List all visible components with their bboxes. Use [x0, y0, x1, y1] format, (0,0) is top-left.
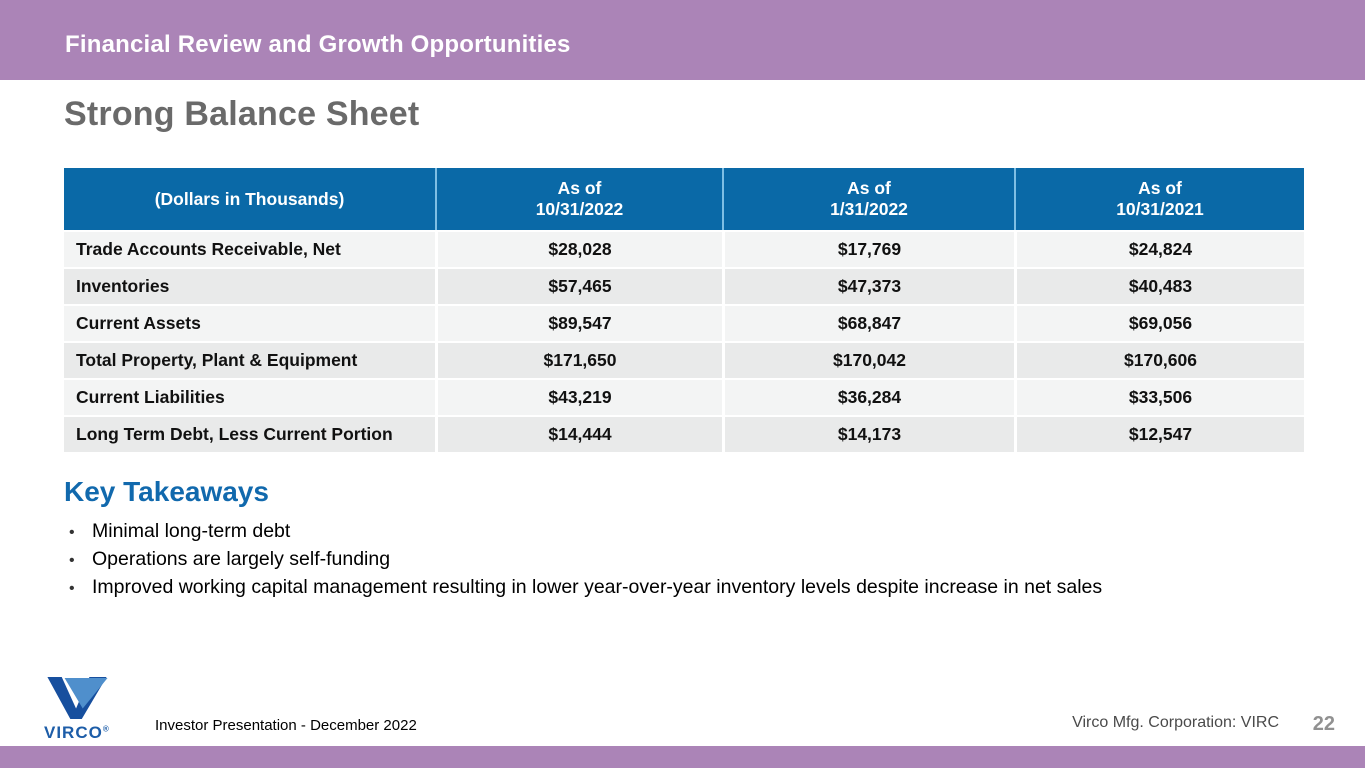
row-value: $17,769: [722, 232, 1014, 267]
row-label: Trade Accounts Receivable, Net: [76, 239, 341, 259]
bullet-text: Operations are largely self-funding: [92, 548, 391, 570]
table-row: Long Term Debt, Less Current Portion $14…: [64, 417, 1304, 452]
bullet-icon: •: [69, 524, 75, 541]
row-value: $33,506: [1014, 380, 1304, 415]
row-value: $68,847: [722, 306, 1014, 341]
virco-logo-wordmark: VIRCO®: [44, 723, 109, 742]
list-item: • Operations are largely self-funding: [64, 546, 1314, 574]
table-header-row: (Dollars in Thousands) As of 10/31/2022 …: [64, 168, 1304, 230]
row-label: Current Liabilities: [76, 387, 225, 407]
row-value: $12,547: [1014, 417, 1304, 452]
as-of-label: As of: [1138, 178, 1182, 198]
row-value: $24,824: [1014, 232, 1304, 267]
row-value: $43,219: [435, 380, 722, 415]
as-of-date: 10/31/2022: [535, 199, 624, 219]
table-row: Current Assets $89,547 $68,847 $69,056: [64, 306, 1304, 341]
as-of-label: As of: [557, 178, 602, 198]
section-title: Financial Review and Growth Opportunitie…: [65, 31, 571, 58]
row-value: $170,606: [1014, 343, 1304, 378]
table-header-col-2: As of 1/31/2022: [722, 168, 1014, 230]
row-value: $171,650: [435, 343, 722, 378]
row-value: $36,284: [722, 380, 1014, 415]
table-header-col-3: As of 10/31/2021: [1014, 168, 1304, 230]
footer-band: [0, 746, 1365, 768]
row-value: $57,465: [435, 269, 722, 304]
as-of-date: 10/31/2021: [1116, 199, 1204, 219]
key-takeaways-section: Key Takeaways • Minimal long-term debt •…: [64, 476, 1314, 602]
row-value: $40,483: [1014, 269, 1304, 304]
bullet-text: Minimal long-term debt: [92, 520, 291, 542]
balance-sheet-table: (Dollars in Thousands) As of 10/31/2022 …: [64, 168, 1304, 452]
row-value: $170,042: [722, 343, 1014, 378]
table-row: Inventories $57,465 $47,373 $40,483: [64, 269, 1304, 304]
footer-company-ticker: Virco Mfg. Corporation: VIRC: [1072, 714, 1279, 731]
as-of-label: As of: [847, 178, 891, 198]
table-header-col-1: As of 10/31/2022: [435, 168, 722, 230]
page-number: 22: [1312, 713, 1335, 735]
row-value: $89,547: [435, 306, 722, 341]
table-row: Current Liabilities $43,219 $36,284 $33,…: [64, 380, 1304, 415]
virco-logo: VIRCO®: [44, 677, 116, 743]
virco-logo-icon: [47, 677, 108, 719]
key-takeaways-heading: Key Takeaways: [64, 476, 269, 507]
row-label: Total Property, Plant & Equipment: [76, 350, 358, 370]
list-item: • Improved working capital management re…: [64, 574, 1314, 602]
page-title: Strong Balance Sheet: [64, 95, 420, 133]
table-header-units: (Dollars in Thousands): [154, 188, 345, 209]
bullet-icon: •: [69, 552, 75, 569]
row-value: $69,056: [1014, 306, 1304, 341]
row-value: $14,173: [722, 417, 1014, 452]
list-item: • Minimal long-term debt: [64, 518, 1314, 546]
row-value: $14,444: [435, 417, 722, 452]
registered-mark: ®: [102, 724, 109, 734]
row-label: Inventories: [76, 276, 170, 296]
header-band: Financial Review and Growth Opportunitie…: [0, 0, 1365, 80]
bullet-icon: •: [69, 580, 75, 597]
row-label: Current Assets: [76, 313, 201, 333]
footer-presentation-label: Investor Presentation - December 2022: [155, 717, 417, 734]
as-of-date: 1/31/2022: [830, 199, 908, 219]
table-row: Total Property, Plant & Equipment $171,6…: [64, 343, 1304, 378]
table-row: Trade Accounts Receivable, Net $28,028 $…: [64, 232, 1304, 267]
bullet-text: Improved working capital management resu…: [92, 576, 1103, 598]
row-label: Long Term Debt, Less Current Portion: [76, 424, 393, 444]
row-value: $47,373: [722, 269, 1014, 304]
row-value: $28,028: [435, 232, 722, 267]
